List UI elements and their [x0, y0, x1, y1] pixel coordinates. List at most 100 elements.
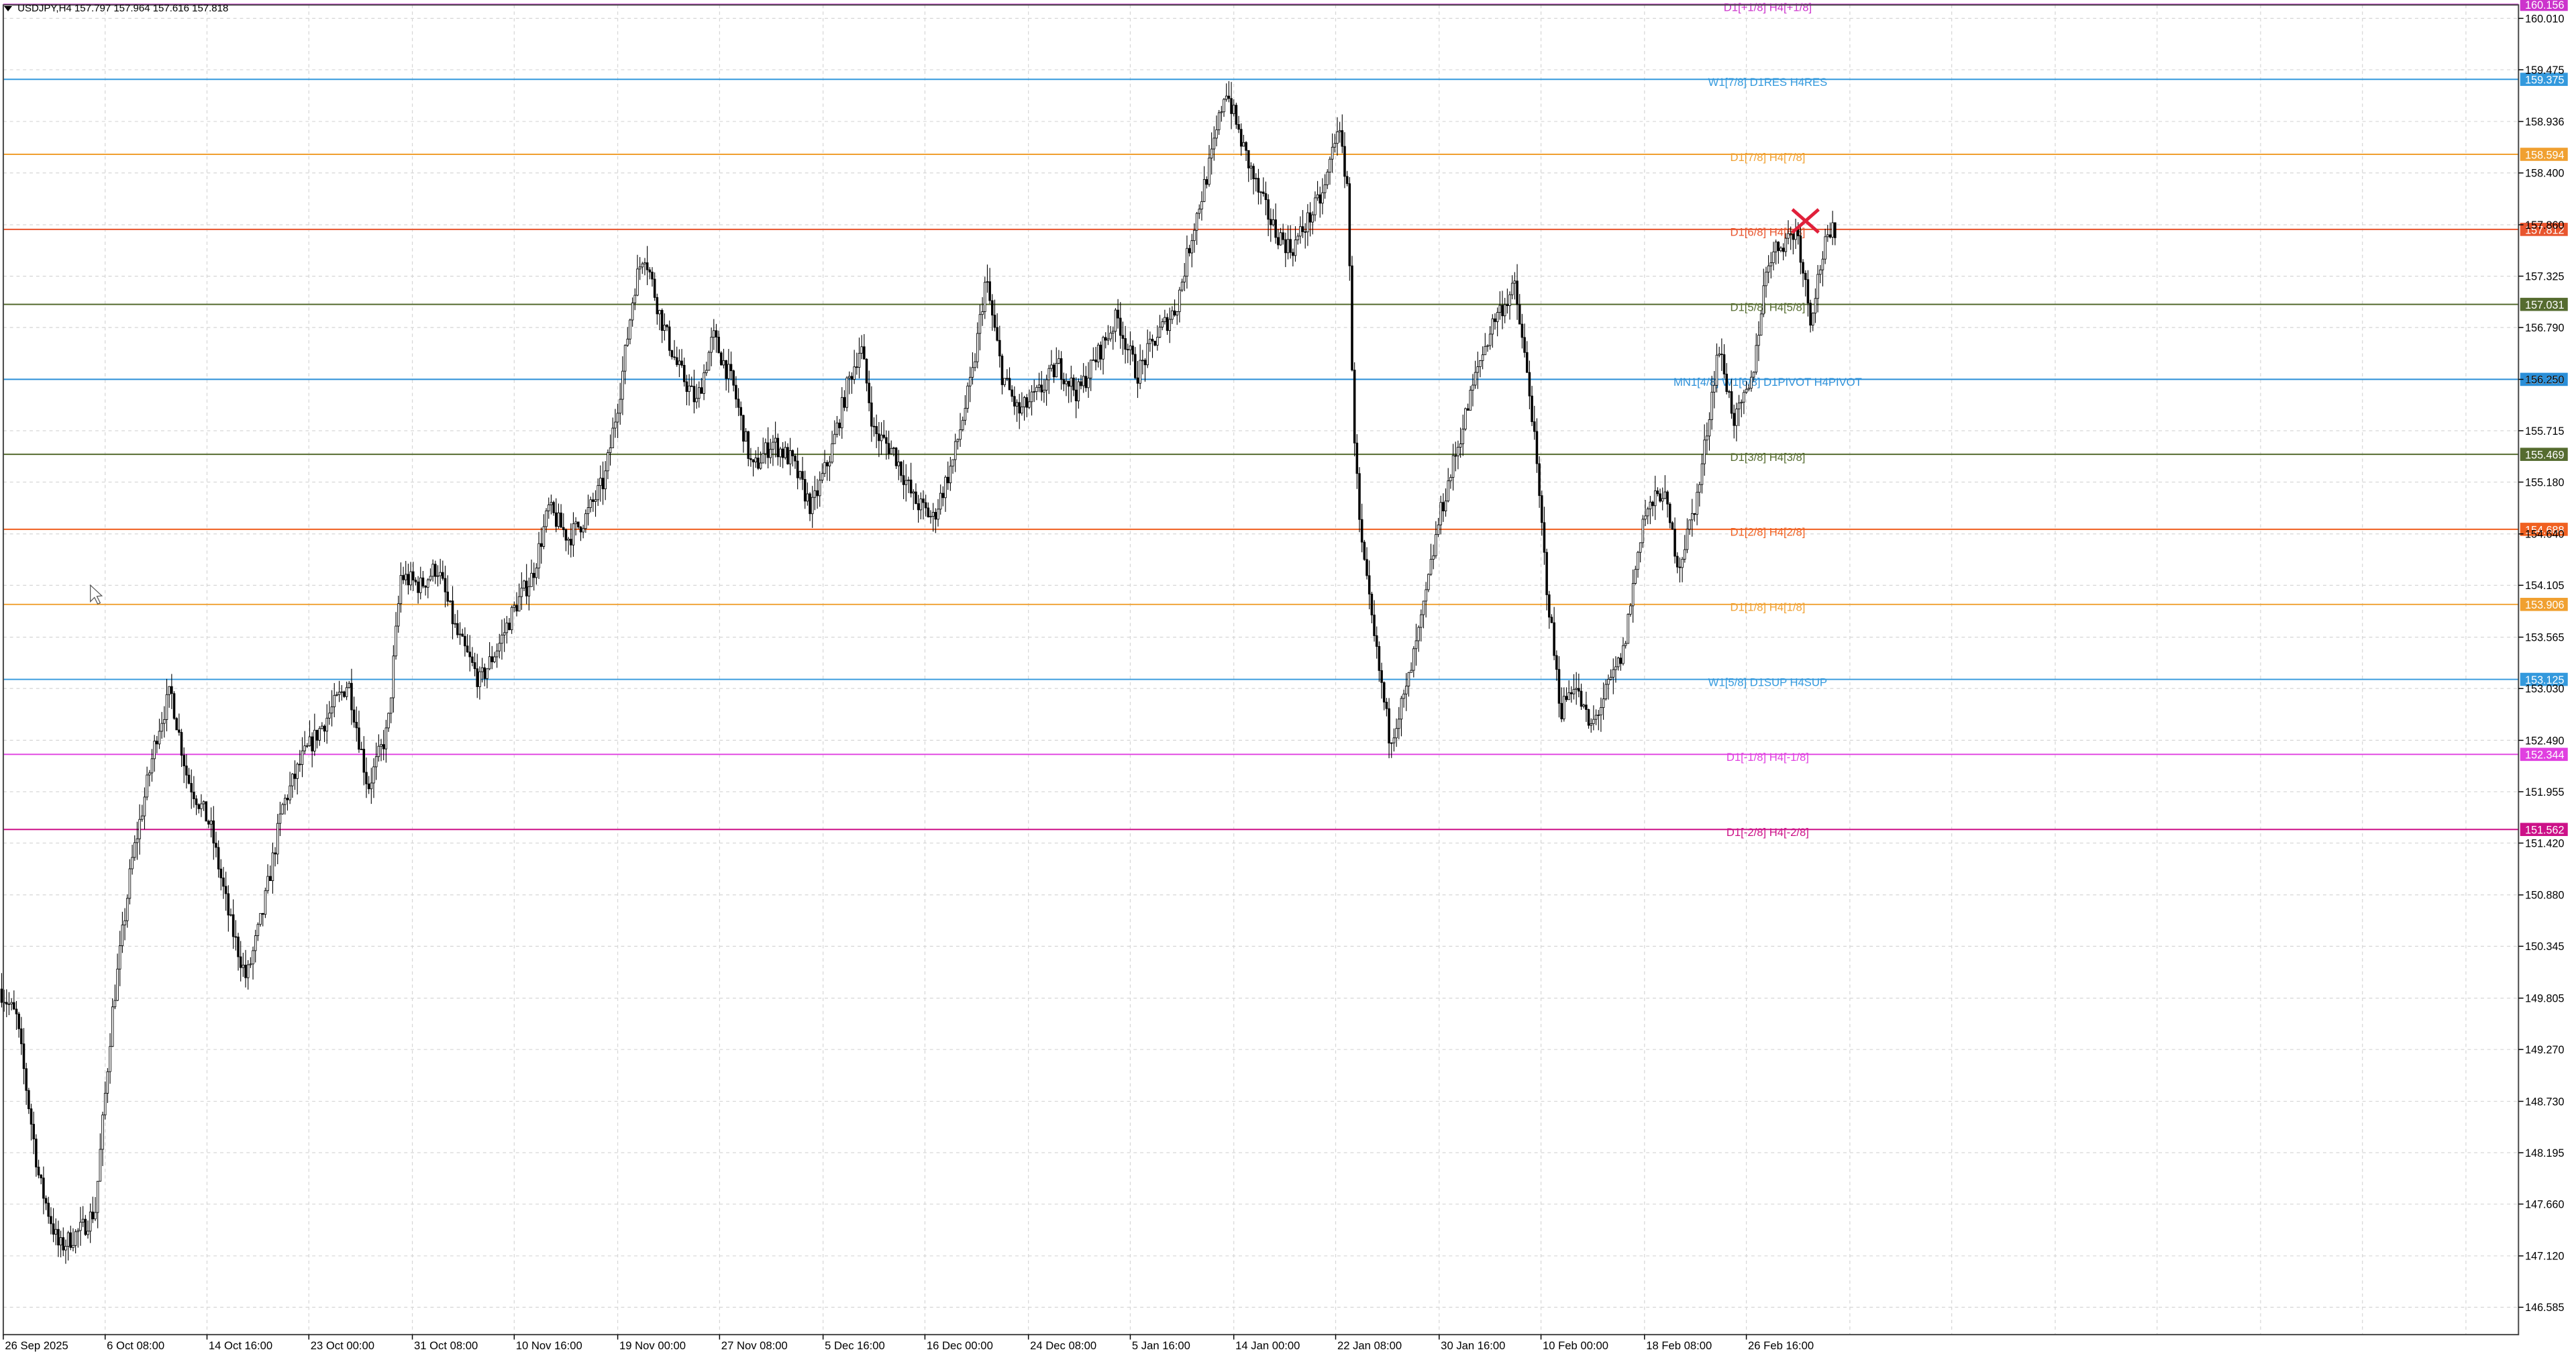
candle-body	[1360, 519, 1363, 543]
candle-body	[1217, 112, 1221, 130]
candle-body	[993, 315, 996, 328]
candle-body	[172, 693, 176, 719]
candle-body	[1656, 490, 1659, 494]
candle-body	[673, 356, 676, 358]
candle-body	[1306, 212, 1309, 233]
candle-body	[1304, 231, 1306, 233]
candle-body	[1735, 409, 1738, 426]
candle-body	[1414, 640, 1418, 649]
candle-body	[939, 492, 942, 510]
candle-body	[1767, 265, 1770, 273]
candle-body	[1666, 491, 1669, 505]
time-tick-label: 31 Oct 08:00	[414, 1339, 478, 1352]
candle-body	[1646, 508, 1649, 517]
price-tick-label: 158.936	[2525, 116, 2564, 128]
candle-body	[1488, 333, 1492, 346]
candle-body	[1634, 569, 1637, 584]
candle-body	[1550, 617, 1553, 623]
candle-body	[584, 513, 587, 529]
candle-body	[1651, 501, 1654, 507]
level-label: D1[1/8] H4[1/8]	[1730, 601, 1805, 614]
candle-body	[231, 914, 235, 937]
candle-body	[779, 448, 782, 458]
candle-body	[193, 792, 195, 800]
candle-body	[1447, 480, 1449, 502]
candle-body	[109, 1046, 111, 1072]
price-tick-label: 149.270	[2525, 1044, 2564, 1056]
candle-body	[572, 523, 575, 545]
candle-body	[1469, 390, 1472, 411]
time-tick-label: 23 Oct 00:00	[311, 1339, 374, 1352]
time-tick-label: 10 Feb 00:00	[1543, 1339, 1608, 1352]
candle-body	[493, 656, 496, 662]
level-price-tag	[2520, 0, 2568, 11]
candle-body	[315, 729, 319, 741]
candle-body	[1691, 513, 1694, 521]
candle-body	[1089, 360, 1092, 378]
candle-body	[1774, 242, 1778, 252]
level-price-tag	[2520, 372, 2568, 386]
candle-body	[1301, 226, 1304, 232]
candle-body	[202, 801, 205, 804]
candle-body	[912, 491, 915, 494]
candle-body	[227, 893, 230, 916]
candle-body	[582, 528, 584, 533]
candle-body	[1715, 354, 1718, 386]
candle-body	[1688, 519, 1691, 530]
candle-body	[165, 694, 168, 720]
candle-body	[5, 1002, 8, 1005]
candle-body	[894, 448, 898, 466]
level-price-value: 159.375	[2525, 74, 2564, 87]
level-price-value: 155.469	[2525, 450, 2564, 462]
candle-body	[1587, 709, 1590, 726]
candle-body	[794, 456, 796, 462]
price-tick-label: 154.105	[2525, 580, 2564, 592]
level-price-tag	[2520, 72, 2568, 87]
candle-body	[1780, 248, 1782, 252]
candle-body	[13, 1002, 15, 1010]
level-price-tag	[2520, 448, 2568, 461]
candle-body	[123, 920, 126, 926]
candle-body	[113, 1000, 117, 1008]
candle-body	[1553, 622, 1555, 656]
candle-body	[1299, 226, 1302, 237]
candle-body	[1395, 728, 1398, 739]
level-label: D1[-2/8] H4[-2/8]	[1727, 826, 1809, 839]
chart-frame	[2, 4, 2520, 1336]
candle-body	[338, 692, 341, 695]
candle-body	[1239, 129, 1243, 147]
level-label: D1[6/8] H4[6/8]	[1730, 226, 1805, 239]
candle-body	[737, 399, 740, 408]
candle-body	[382, 744, 385, 749]
candle-body	[1094, 359, 1097, 362]
candle-body	[1040, 384, 1043, 393]
candle-body	[1247, 150, 1250, 168]
candle-body	[1787, 233, 1790, 239]
candle-body	[99, 1149, 102, 1182]
candle-body	[17, 1013, 20, 1029]
candle-body	[1341, 130, 1344, 147]
candle-body	[968, 376, 972, 386]
candle-body	[1368, 575, 1371, 594]
level-label: D1[-1/8] H4[-1/8]	[1727, 751, 1809, 764]
candle-body	[937, 509, 939, 520]
candle-body	[601, 478, 605, 490]
candle-body	[1028, 401, 1031, 408]
candle-body	[1146, 343, 1149, 366]
candle-body	[1696, 492, 1698, 515]
candle-body	[505, 623, 509, 633]
candle-body	[1292, 252, 1294, 256]
candle-body	[1045, 379, 1048, 391]
candle-body	[1693, 513, 1696, 515]
candle-body	[69, 1232, 72, 1248]
candle-body	[638, 266, 641, 270]
candle-body	[1050, 364, 1053, 369]
candle-body	[50, 1216, 52, 1224]
candle-body	[35, 1139, 38, 1167]
candle-body	[614, 421, 617, 429]
candle-body	[1563, 696, 1565, 719]
candle-body	[897, 462, 900, 466]
candle-body	[1171, 310, 1174, 320]
candle-body	[291, 774, 294, 786]
